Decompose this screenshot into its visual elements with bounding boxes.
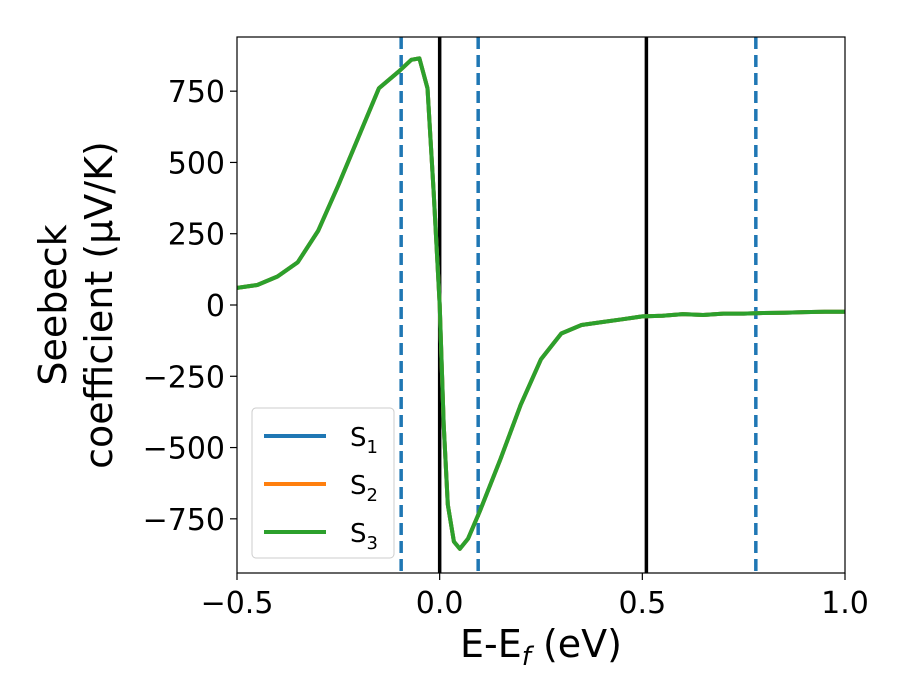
legend: S1 S2 S3 [251, 407, 395, 559]
series-lines [237, 56, 845, 551]
y-tick-label: 0 [206, 289, 225, 324]
reference-lines [399, 37, 758, 573]
y-axis-label-line2: coefficient (μV/K) [77, 141, 121, 469]
legend-label-1: S1 [350, 423, 378, 458]
x-tick-label: 0.0 [416, 586, 464, 621]
legend-label-3: S3 [350, 519, 378, 554]
x-axis-ticks: −0.5 0.0 0.5 1.0 [201, 573, 869, 621]
y-tick-label: −500 [143, 432, 225, 467]
x-axis-label: E-Ef (eV) [460, 622, 622, 672]
x-tick-label: 0.5 [618, 586, 666, 621]
y-tick-label: 500 [168, 146, 225, 181]
y-tick-label: −750 [143, 503, 225, 538]
x-tick-label: 1.0 [821, 586, 869, 621]
y-axis-label: Seebeck coefficient (μV/K) [31, 141, 121, 469]
legend-label-2: S2 [350, 471, 378, 506]
y-tick-label: 250 [168, 218, 225, 253]
y-tick-label: −250 [143, 360, 225, 395]
y-tick-label: 750 [168, 75, 225, 110]
y-axis-ticks: −750 −500 −250 0 250 500 750 [143, 75, 237, 538]
x-tick-label: −0.5 [201, 586, 274, 621]
y-axis-label-line1: Seebeck [31, 224, 75, 385]
series-line-3 [237, 56, 845, 551]
